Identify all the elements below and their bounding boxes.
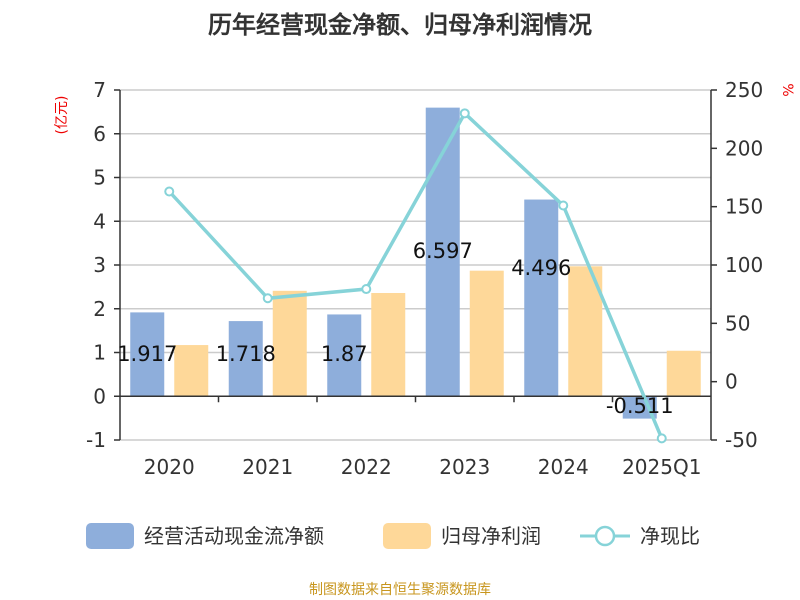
legend-swatch-net-profit: [383, 523, 431, 549]
source-note: 制图数据来自恒生聚源数据库: [309, 582, 491, 598]
left-tick-label: 2: [93, 297, 106, 321]
left-tick-label: 1: [93, 341, 106, 365]
data-label: 4.496: [511, 256, 571, 280]
ratio-point: [656, 433, 667, 444]
right-axis-label: %: [779, 83, 795, 96]
left-tick-label: 5: [93, 166, 106, 190]
x-tick-label: 2020: [144, 455, 195, 479]
left-axis-label: (亿元): [54, 96, 70, 135]
x-tick-label: 2021: [242, 455, 293, 479]
data-label: 1.718: [216, 342, 276, 366]
ratio-line: [167, 110, 664, 440]
x-tick-label: 2024: [538, 455, 589, 479]
bar-net-profit: [666, 350, 701, 397]
left-tick-label: 6: [93, 122, 106, 146]
bar-cash-flow: [524, 199, 559, 397]
right-tick-label: 150: [725, 195, 763, 219]
left-tick-label: 3: [93, 253, 106, 277]
ratio-point: [361, 284, 372, 295]
ratio-point: [459, 108, 470, 119]
data-label: 6.597: [413, 239, 473, 263]
bar-cash-flow: [622, 396, 657, 419]
ratio-point: [164, 186, 175, 197]
right-tick-label: 100: [725, 253, 763, 277]
bar-cash-flow: [130, 312, 165, 397]
bar-net-profit: [469, 270, 504, 397]
left-tick-label: -1: [86, 428, 106, 452]
x-tick-label: 2025Q1: [622, 455, 701, 479]
chart-title: 历年经营现金净额、归母净利润情况: [208, 11, 592, 39]
left-tick-label: 7: [93, 78, 106, 102]
x-tick-label: 2023: [439, 455, 490, 479]
legend-swatch-ratio-marker: [594, 525, 616, 547]
left-tick-label: 0: [93, 384, 106, 408]
ratio-point: [262, 293, 273, 304]
right-tick-label: 0: [725, 370, 738, 394]
bar-net-profit: [272, 290, 307, 397]
left-tick-label: 4: [93, 209, 106, 233]
bar-cash-flow: [327, 314, 362, 397]
right-tick-label: -50: [725, 428, 758, 452]
right-tick-label: 50: [725, 311, 750, 335]
x-tick-label: 2022: [341, 455, 392, 479]
right-tick-label: 250: [725, 78, 763, 102]
legend-swatch-cash-flow: [86, 523, 134, 549]
legend-label: 经营活动现金流净额: [144, 524, 324, 548]
bar-cash-flow: [228, 321, 263, 397]
bar-net-profit: [174, 345, 209, 397]
bar-net-profit: [371, 293, 406, 397]
data-label: 1.917: [117, 342, 177, 366]
legend-label: 净现比: [640, 524, 700, 548]
right-tick-label: 200: [725, 136, 763, 160]
data-label: -0.511: [606, 394, 674, 418]
data-label: 1.87: [321, 342, 368, 366]
ratio-point: [558, 200, 569, 211]
legend-label: 归母净利润: [441, 524, 541, 548]
